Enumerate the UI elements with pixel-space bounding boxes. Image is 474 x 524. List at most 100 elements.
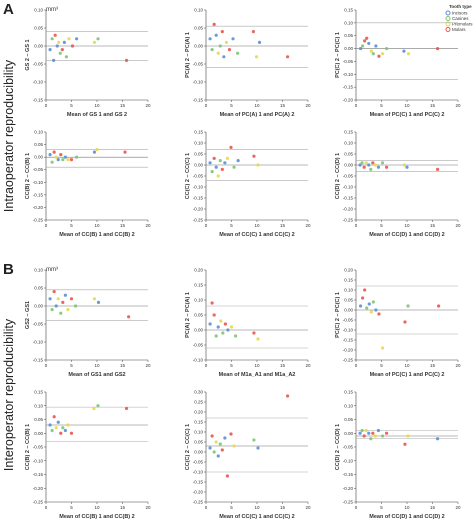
data-point (69, 431, 74, 435)
x-tick-label: 0 (355, 103, 358, 108)
y-axis-label: PC(A) 2 – PC(A) 1 (185, 32, 191, 78)
data-point (48, 48, 52, 52)
y-axis-label: PC(C) 2 – PC(C) 1 (335, 32, 341, 78)
x-tick-label: 10 (404, 363, 410, 368)
y-tick-label: 0.00 (194, 328, 203, 333)
data-point (256, 446, 260, 450)
data-point (208, 37, 212, 41)
x-axis-label: Mean of PC(C) 1 and PC(C) 2 (370, 372, 445, 378)
y-tick-label: 0.05 (34, 286, 43, 291)
data-point (406, 304, 410, 308)
y-tick-label: 0.20 (194, 268, 203, 273)
y-tick-label: -0.20 (193, 207, 204, 212)
data-point (365, 36, 369, 40)
data-point (62, 40, 66, 45)
data-point (367, 163, 371, 167)
legend-item-incisors: Incisors (445, 10, 468, 16)
y-tick-label: 0.00 (194, 163, 203, 168)
legend-item-canines: Canines (445, 16, 469, 21)
data-point (52, 150, 56, 154)
y-axis-label: CC(B) 2 – CC(B) 1 (25, 424, 31, 470)
legend-title: Tooth type (449, 4, 472, 9)
y-tick-label: -0.10 (193, 185, 204, 190)
y-tick-label: 0.30 (194, 390, 203, 395)
data-point (214, 165, 218, 169)
y-tick-label: -0.10 (33, 340, 44, 345)
data-point (367, 41, 371, 46)
data-point (54, 304, 58, 308)
y-tick-label: 0.15 (344, 390, 353, 395)
legend-marker (445, 16, 451, 21)
data-point (252, 331, 256, 335)
data-point (127, 315, 131, 319)
scatter-panel-1: 0.10 0.05 0.00 -0.05 -0.10 -0.150 5 10 15 20 Mean … (25, 8, 151, 119)
data-point (229, 432, 233, 436)
data-point (252, 438, 256, 442)
x-axis-label: Mean of CC(C) 1 and CC(C) 2 (219, 232, 294, 238)
data-point (212, 22, 216, 26)
data-point (48, 423, 52, 427)
x-tick-label: 5 (230, 103, 233, 108)
data-point (216, 51, 220, 55)
data-point (59, 311, 63, 315)
data-point (232, 444, 236, 448)
y-tick-label: 0.25 (194, 400, 203, 405)
data-point (73, 304, 78, 308)
x-tick-label: 5 (70, 363, 73, 368)
y-tick-label: -0.05 (33, 167, 44, 172)
y-tick-label: 0.15 (34, 390, 43, 395)
y-tick-label: 0.15 (194, 130, 203, 135)
y-axis-label: GS 2 – GS 1 (25, 39, 31, 70)
data-point (371, 52, 375, 56)
y-tick-label: -0.20 (343, 348, 354, 353)
x-axis-label: Mean of CC(B) 1 and CC(B) 2 (59, 514, 134, 520)
data-point (208, 322, 212, 326)
y-tick-label: -0.05 (343, 445, 354, 450)
data-point (403, 320, 407, 324)
unit-label-a: mm³ (46, 7, 58, 13)
scatter-panel-3: 0.15 0.10 0.05 0.00 -0.05 -0.10 -0.15 -0.200 5 10… (335, 8, 461, 119)
y-tick-label: -0.05 (343, 318, 354, 323)
y-tick-label: 0.10 (194, 141, 203, 146)
data-point (286, 394, 290, 398)
data-point (70, 44, 75, 48)
data-point (403, 442, 407, 446)
x-tick-label: 15 (430, 363, 436, 368)
y-tick-label: -0.10 (33, 458, 44, 463)
data-point (223, 161, 227, 165)
y-tick-label: -0.10 (343, 72, 354, 77)
y-tick-label: -0.20 (33, 205, 44, 210)
scatter-panel-5: 0.15 0.10 0.05 0.00 -0.05 -0.10 -0.15 -0.20 -0.2… (185, 130, 311, 239)
data-point (60, 48, 64, 52)
y-tick-label: -0.25 (343, 218, 354, 223)
x-tick-label: 20 (145, 103, 151, 108)
legend-marker (445, 21, 451, 27)
y-tick-label: 0.00 (34, 155, 43, 160)
x-axis-label: Mean of GS 1 and GS 2 (67, 112, 127, 118)
y-tick-label: -0.05 (343, 59, 354, 64)
data-point (92, 406, 96, 411)
data-point (216, 174, 220, 178)
x-tick-label: 15 (430, 223, 436, 228)
y-axis-label: CC(B) 2 – CC(B) 1 (25, 153, 31, 199)
scatter-panel-10: 0.15 0.10 0.05 0.00 -0.05 -0.10 -0.15 -0.20 -0.2… (25, 390, 151, 521)
x-tick-label: 20 (145, 505, 151, 510)
data-point (371, 161, 375, 165)
panel-a-letter: A (3, 1, 14, 18)
data-point (219, 319, 223, 323)
y-tick-label: -0.20 (343, 486, 354, 491)
x-tick-label: 10 (254, 223, 260, 228)
data-point (216, 325, 220, 329)
x-tick-label: 15 (280, 505, 286, 510)
data-point (212, 156, 216, 160)
x-tick-label: 20 (305, 223, 311, 228)
y-tick-label: -0.15 (343, 338, 354, 343)
data-point (48, 153, 52, 157)
y-tick-label: -0.10 (343, 185, 354, 190)
data-point (50, 37, 54, 41)
x-tick-label: 5 (70, 103, 73, 108)
y-tick-label: 0.05 (344, 417, 353, 422)
data-point (363, 39, 367, 43)
x-tick-label: 10 (404, 223, 410, 228)
x-axis-label: Mean of CC(D) 1 and CC(D) 2 (369, 514, 444, 520)
